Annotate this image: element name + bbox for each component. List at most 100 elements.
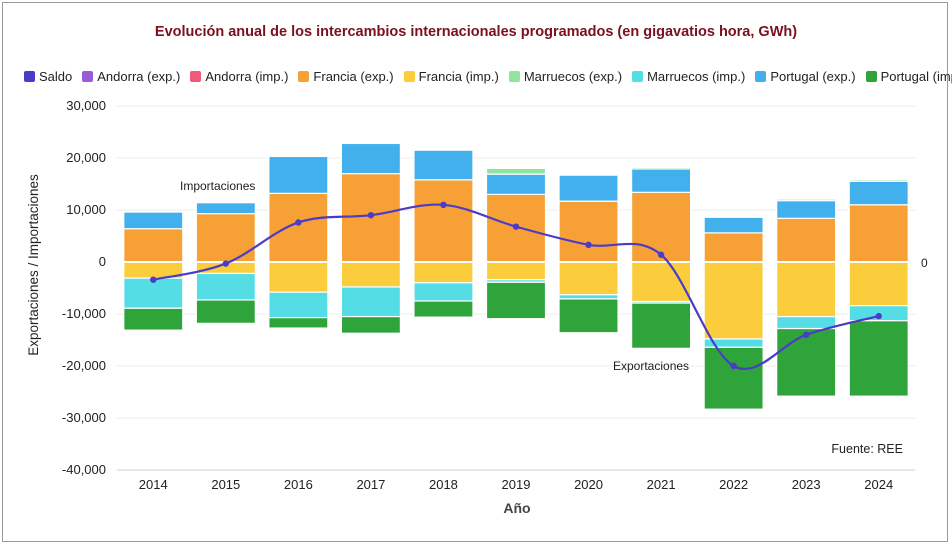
bar-francia-imp-2020[interactable] bbox=[558, 261, 619, 296]
bar-marruecos-exp-2019[interactable] bbox=[485, 167, 547, 175]
legend-item-1[interactable]: Andorra (exp.) bbox=[82, 69, 180, 84]
saldo-point-2021[interactable] bbox=[657, 251, 665, 258]
legend-swatch bbox=[508, 71, 520, 82]
bar-portugal-exp-2021[interactable] bbox=[630, 168, 692, 193]
bar-francia-exp-2020[interactable] bbox=[558, 200, 619, 263]
saldo-point-2023[interactable] bbox=[802, 331, 810, 338]
bar-portugal-exp-2024[interactable] bbox=[848, 180, 909, 206]
legend-label: Portugal (exp.) bbox=[770, 69, 856, 84]
annotation-importaciones: Importaciones bbox=[180, 179, 255, 193]
bar-francia-exp-2021[interactable] bbox=[630, 191, 692, 263]
bar-portugal-exp-2018[interactable] bbox=[413, 149, 474, 181]
legend-swatch bbox=[24, 71, 35, 82]
y-tick-label: -10,000 bbox=[62, 306, 106, 321]
chart-legend: Saldo Andorra (exp.) Andorra (imp.) Francia… bbox=[24, 69, 952, 84]
bar-portugal-imp-2017[interactable] bbox=[340, 316, 402, 334]
bar-marruecos-imp-2023[interactable] bbox=[776, 316, 837, 330]
bar-francia-exp-2016[interactable] bbox=[268, 192, 329, 263]
legend-item-2[interactable]: Andorra (imp.) bbox=[190, 69, 288, 84]
legend-label: Saldo bbox=[39, 69, 73, 84]
saldo-point-2017[interactable] bbox=[367, 212, 375, 219]
bar-portugal-exp-2014[interactable] bbox=[123, 211, 184, 230]
legend-label: Andorra (imp.) bbox=[205, 69, 289, 84]
bar-marruecos-imp-2015[interactable] bbox=[195, 272, 256, 301]
bar-portugal-exp-2019[interactable] bbox=[485, 173, 547, 195]
x-tick-label: 2023 bbox=[792, 477, 821, 492]
bar-marruecos-exp-2024[interactable] bbox=[848, 179, 909, 182]
bar-portugal-imp-2014[interactable] bbox=[123, 307, 184, 331]
bar-portugal-imp-2016[interactable] bbox=[268, 317, 329, 329]
saldo-point-2018[interactable] bbox=[440, 201, 447, 208]
x-tick-label: 2022 bbox=[719, 477, 748, 492]
bar-francia-imp-2023[interactable] bbox=[776, 261, 837, 318]
saldo-point-2016[interactable] bbox=[295, 219, 302, 226]
bar-francia-exp-2015[interactable] bbox=[195, 213, 256, 263]
legend-item-8[interactable]: Portugal (imp.) bbox=[865, 69, 952, 84]
bar-marruecos-imp-2017[interactable] bbox=[340, 286, 402, 318]
bar-portugal-imp-2020[interactable] bbox=[558, 298, 619, 334]
x-tick-label: 2017 bbox=[356, 477, 385, 492]
bar-portugal-exp-2023[interactable] bbox=[776, 200, 837, 219]
bar-portugal-imp-2021[interactable] bbox=[630, 302, 692, 349]
x-tick-label: 2018 bbox=[429, 477, 458, 492]
legend-item-5[interactable]: Marruecos (exp.) bbox=[508, 69, 622, 84]
bar-portugal-imp-2019[interactable] bbox=[485, 281, 547, 320]
bar-francia-imp-2016[interactable] bbox=[268, 261, 329, 293]
bar-portugal-exp-2020[interactable] bbox=[558, 174, 619, 202]
legend-item-4[interactable]: Francia (imp.) bbox=[403, 69, 499, 84]
bar-francia-imp-2018[interactable] bbox=[413, 261, 474, 284]
bar-portugal-exp-2022[interactable] bbox=[703, 216, 764, 234]
bar-francia-imp-2019[interactable] bbox=[485, 261, 547, 281]
legend-swatch bbox=[298, 71, 310, 82]
chart-title: Evolución anual de los intercambios inte… bbox=[154, 24, 798, 40]
legend-item-7[interactable]: Portugal (exp.) bbox=[755, 69, 856, 84]
saldo-point-2022[interactable] bbox=[730, 362, 737, 370]
bar-francia-exp-2024[interactable] bbox=[848, 204, 909, 263]
saldo-point-2014[interactable] bbox=[150, 276, 157, 283]
bar-portugal-imp-2022[interactable] bbox=[703, 346, 764, 410]
bar-marruecos-exp-2023[interactable] bbox=[776, 198, 837, 202]
legend-swatch bbox=[82, 71, 94, 82]
annotation-zero: 0 bbox=[921, 256, 928, 270]
annotation-exportaciones: Exportaciones bbox=[613, 359, 689, 373]
legend-label: Francia (exp.) bbox=[313, 69, 394, 84]
bar-francia-exp-2023[interactable] bbox=[776, 217, 837, 263]
bar-francia-imp-2024[interactable] bbox=[848, 261, 909, 307]
bar-francia-exp-2014[interactable] bbox=[123, 228, 184, 263]
bar-marruecos-exp-2021[interactable] bbox=[630, 166, 692, 170]
bar-francia-exp-2022[interactable] bbox=[703, 232, 764, 263]
bar-portugal-imp-2024[interactable] bbox=[848, 320, 909, 397]
bar-portugal-exp-2016[interactable] bbox=[268, 155, 329, 194]
bar-portugal-exp-2017[interactable] bbox=[340, 142, 402, 175]
axes-layer: 30,000 20,000 10,000 0 -10,000 -20,000 -30,000… bbox=[62, 98, 915, 492]
legend-item-3[interactable]: Francia (exp.) bbox=[298, 69, 394, 84]
legend-item-6[interactable]: Marruecos (imp.) bbox=[632, 69, 745, 84]
saldo-point-2024[interactable] bbox=[875, 312, 882, 320]
bar-portugal-imp-2018[interactable] bbox=[413, 300, 474, 318]
bar-francia-exp-2018[interactable] bbox=[413, 179, 474, 263]
bar-portugal-exp-2015[interactable] bbox=[195, 202, 256, 215]
saldo-point-2020[interactable] bbox=[585, 241, 592, 249]
bar-francia-imp-2022[interactable] bbox=[703, 261, 764, 340]
x-tick-label: 2015 bbox=[211, 477, 240, 492]
bar-portugal-imp-2023[interactable] bbox=[776, 327, 837, 397]
x-tick-label: 2019 bbox=[502, 477, 531, 492]
saldo-line[interactable] bbox=[153, 203, 880, 370]
legend-label: Francia (imp.) bbox=[418, 69, 499, 84]
legend-item-0[interactable]: Saldo bbox=[24, 69, 72, 84]
legend-label: Marruecos (imp.) bbox=[647, 69, 746, 84]
y-tick-label: 0 bbox=[99, 254, 106, 269]
saldo-point-2019[interactable] bbox=[512, 223, 520, 230]
saldo-point-2015[interactable] bbox=[222, 260, 230, 267]
bar-marruecos-imp-2020[interactable] bbox=[558, 294, 619, 300]
bar-marruecos-imp-2018[interactable] bbox=[413, 282, 474, 302]
bar-portugal-imp-2015[interactable] bbox=[195, 299, 256, 324]
x-tick-label: 2020 bbox=[574, 477, 603, 492]
legend-swatch bbox=[755, 71, 767, 82]
y-tick-label: 20,000 bbox=[66, 150, 106, 165]
y-tick-label: -20,000 bbox=[62, 358, 106, 373]
bar-francia-imp-2017[interactable] bbox=[340, 261, 402, 288]
bar-marruecos-imp-2016[interactable] bbox=[268, 291, 329, 319]
x-tick-label: 2021 bbox=[647, 477, 676, 492]
